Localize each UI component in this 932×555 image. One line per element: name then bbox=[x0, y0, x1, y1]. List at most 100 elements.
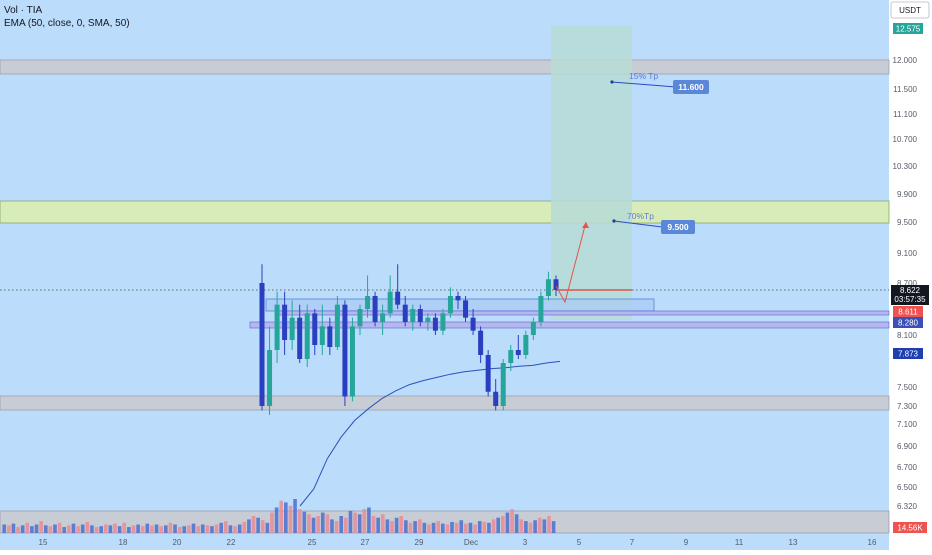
volume-bar bbox=[48, 526, 53, 533]
candle-body bbox=[395, 291, 401, 305]
ema-value: 7.873 bbox=[898, 350, 919, 359]
volume-bar bbox=[445, 524, 450, 533]
volume-bar bbox=[205, 525, 210, 533]
time-tick-label: 25 bbox=[308, 538, 317, 547]
volume-bar bbox=[325, 514, 330, 533]
consolidation-box[interactable] bbox=[265, 298, 655, 312]
volume-bar bbox=[168, 522, 173, 533]
volume-bar bbox=[348, 510, 353, 533]
volume-bar bbox=[154, 524, 159, 533]
price-tick-label: 6.500 bbox=[897, 483, 918, 492]
candle-body bbox=[289, 317, 295, 340]
volume-bar bbox=[80, 524, 85, 533]
volume-bar bbox=[224, 521, 228, 533]
volume-bar bbox=[519, 519, 524, 533]
volume-bar bbox=[265, 522, 270, 533]
volume-bar bbox=[122, 522, 127, 533]
candle-body bbox=[304, 313, 310, 359]
tp2-text: 15% Tp bbox=[629, 71, 658, 81]
candle-body bbox=[410, 309, 416, 322]
tp2-value-badge[interactable] bbox=[673, 80, 709, 94]
top-price-badge bbox=[893, 23, 923, 34]
plot-background bbox=[0, 0, 889, 550]
volume-bar bbox=[399, 516, 404, 533]
volume-bar bbox=[182, 526, 187, 533]
volume-bar bbox=[53, 524, 57, 533]
legend-symbol: Vol · TIA bbox=[4, 5, 43, 16]
volume-bar bbox=[307, 514, 311, 533]
ema-line bbox=[299, 360, 561, 507]
volume-bar bbox=[510, 509, 514, 533]
red-level-badge bbox=[893, 306, 923, 317]
candle-body bbox=[365, 296, 371, 309]
volume-bar bbox=[293, 499, 297, 533]
resistance-zone-top[interactable] bbox=[0, 59, 890, 75]
candle-body bbox=[538, 296, 544, 322]
price-tick-label: 10.300 bbox=[893, 162, 918, 171]
support-zone[interactable] bbox=[0, 395, 890, 411]
candle-body bbox=[402, 304, 408, 322]
candle-body bbox=[282, 304, 288, 340]
volume-bar bbox=[394, 517, 399, 533]
time-tick-label: 13 bbox=[789, 538, 798, 547]
price-tick-label: 9.100 bbox=[897, 249, 918, 258]
volume-bar bbox=[288, 505, 293, 533]
blue-level-badge bbox=[893, 317, 923, 328]
price-tick-label: 6.900 bbox=[897, 442, 918, 451]
volume-bar bbox=[34, 524, 39, 533]
volume-bar bbox=[76, 526, 80, 533]
candle-body bbox=[327, 326, 333, 347]
volume-bar bbox=[404, 520, 408, 533]
volume-bar bbox=[159, 526, 163, 533]
price-axis-background bbox=[889, 0, 932, 550]
time-tick-label: 3 bbox=[523, 538, 528, 547]
target-projection-box[interactable] bbox=[551, 26, 632, 320]
resistance-zone-green[interactable] bbox=[0, 200, 890, 224]
time-tick-label: 20 bbox=[173, 538, 182, 547]
price-tick-label: 6.320 bbox=[897, 502, 918, 511]
volume-bar bbox=[113, 523, 117, 533]
volume-bar bbox=[140, 526, 145, 533]
time-axis-ticks: 15 18 20 22 25 27 29 Dec 3 5 7 9 11 13 16 bbox=[39, 538, 877, 547]
volume-bar bbox=[505, 512, 510, 533]
candle-body bbox=[485, 355, 491, 392]
candle-body bbox=[447, 296, 453, 314]
volume-bar bbox=[237, 524, 242, 533]
tp1-text: 70%Tp bbox=[627, 211, 654, 221]
candle-body bbox=[493, 391, 499, 406]
volume-bar bbox=[524, 521, 528, 533]
candle-body bbox=[553, 279, 559, 290]
volume-bar bbox=[196, 526, 200, 533]
volume-bar bbox=[43, 525, 48, 533]
candle-body bbox=[545, 279, 551, 296]
volume-bar bbox=[320, 512, 325, 533]
price-tick-label: 8.100 bbox=[897, 331, 918, 340]
candle-body bbox=[508, 350, 514, 363]
volume-bar bbox=[163, 525, 168, 533]
volume-bar bbox=[487, 522, 491, 533]
ema-value-badge bbox=[893, 348, 923, 359]
price-tick-label: 9.500 bbox=[897, 218, 918, 227]
tp1-value-badge[interactable] bbox=[661, 220, 695, 234]
tp2-value: 11.600 bbox=[678, 82, 704, 92]
tp2-connector bbox=[611, 81, 677, 88]
volume-bar bbox=[94, 527, 99, 533]
currency-button[interactable] bbox=[890, 1, 930, 19]
current-price-value: 8.622 bbox=[900, 286, 921, 295]
volume-bar bbox=[542, 519, 547, 533]
ema-series bbox=[299, 360, 561, 507]
volume-bar bbox=[67, 525, 71, 533]
volume-bar bbox=[71, 523, 76, 533]
volume-bar bbox=[551, 521, 556, 533]
volume-bar bbox=[247, 519, 251, 533]
projection-arrow-path bbox=[555, 221, 587, 304]
volume-bar bbox=[537, 517, 542, 533]
time-tick-label: 29 bbox=[415, 538, 424, 547]
volume-bar bbox=[357, 514, 362, 533]
volume-bar bbox=[367, 507, 371, 533]
volume-bar bbox=[477, 521, 482, 533]
level-band-lower[interactable] bbox=[249, 321, 890, 329]
candle-body bbox=[470, 317, 476, 331]
